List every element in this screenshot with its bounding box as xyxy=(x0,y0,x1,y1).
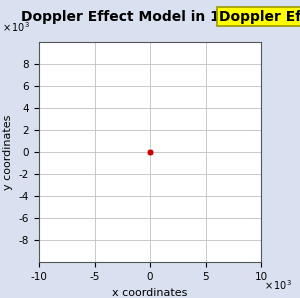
Text: $\times\,10^3$: $\times\,10^3$ xyxy=(264,279,292,292)
Text: Doppler Effect Model in 1: Doppler Effect Model in 1 xyxy=(21,10,220,24)
X-axis label: x coordinates: x coordinates xyxy=(112,288,188,297)
Y-axis label: y coordinates: y coordinates xyxy=(3,114,13,190)
Text: $\times\,10^3$: $\times\,10^3$ xyxy=(2,21,29,34)
Text: Doppler Effect: Doppler Effect xyxy=(219,10,300,24)
